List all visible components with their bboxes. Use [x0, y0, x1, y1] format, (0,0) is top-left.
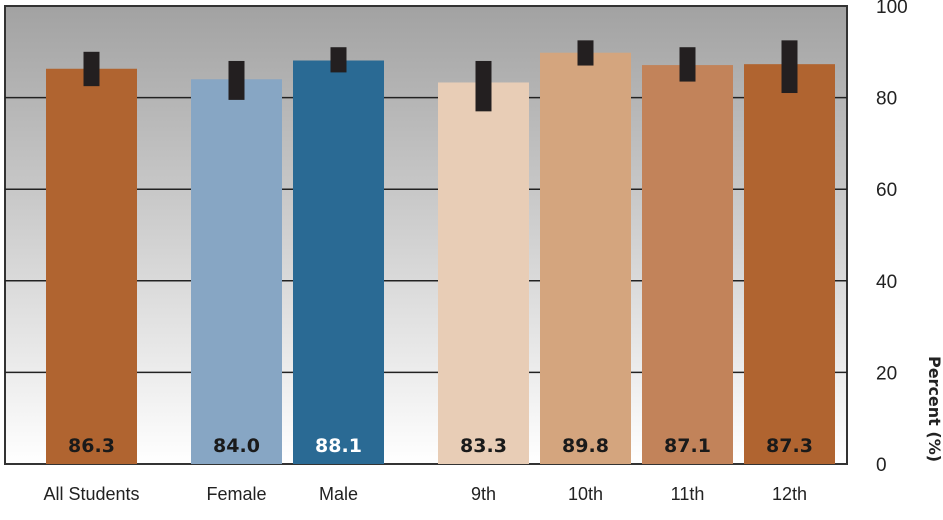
y-tick-label: 60: [876, 180, 897, 201]
category-label: All Students: [43, 484, 139, 504]
data-label: 89.8: [562, 435, 609, 457]
y-tick-label: 80: [876, 89, 897, 110]
category-label: 11th: [671, 484, 705, 504]
category-label: 9th: [471, 484, 496, 504]
bar: [191, 79, 282, 464]
error-bar: [330, 47, 347, 73]
error-bars: [83, 40, 798, 112]
y-axis-title: Percent (%): [925, 356, 943, 462]
data-label: 86.3: [68, 435, 115, 457]
y-tick-label: 20: [876, 363, 897, 384]
data-label: 83.3: [460, 435, 507, 457]
bar: [293, 60, 384, 464]
error-bar: [679, 47, 696, 82]
bar: [438, 82, 529, 465]
y-tick-label: 0: [876, 455, 887, 476]
y-tick-label: 40: [876, 272, 897, 293]
category-label: 12th: [772, 484, 807, 504]
error-bar: [577, 40, 594, 66]
category-label: Female: [206, 484, 266, 504]
data-label: 88.1: [315, 435, 362, 457]
error-bar: [228, 60, 245, 100]
data-label: 87.1: [664, 435, 711, 457]
bars: [46, 52, 835, 465]
data-label: 87.3: [766, 435, 813, 457]
category-label: 10th: [568, 484, 603, 504]
data-label: 84.0: [213, 435, 260, 457]
bar: [46, 68, 137, 464]
x-axis-categories: All Students Female Male 9th 10th 11th 12th: [43, 484, 807, 504]
bar: [540, 52, 631, 464]
error-bar: [475, 60, 492, 112]
bar: [744, 64, 835, 464]
category-label: Male: [319, 484, 358, 504]
y-axis-ticks: 0 20 40 60 80 100: [876, 0, 908, 476]
data-labels: 86.3 84.0 88.1 83.3 89.8 87.1 87.3: [68, 435, 813, 457]
error-bar: [781, 40, 798, 94]
bar: [642, 65, 733, 464]
error-bar: [83, 51, 100, 87]
y-tick-label: 100: [876, 0, 908, 18]
